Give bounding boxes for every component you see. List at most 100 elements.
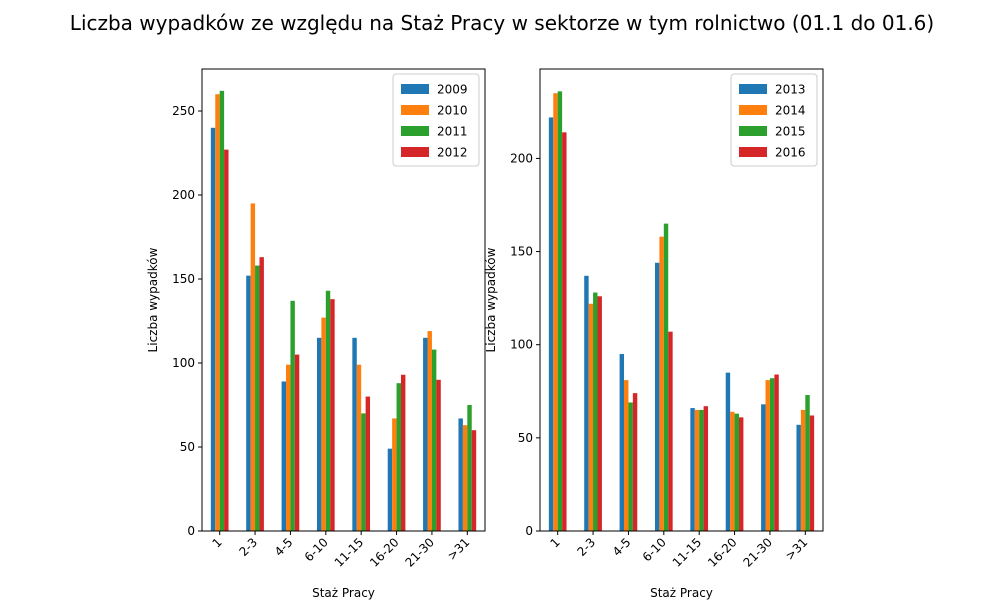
bar-2014-11-15 (694, 409, 700, 531)
bar-2014-16-20 (730, 411, 735, 531)
legend-swatch-2014 (739, 105, 767, 115)
legend-label-2014: 2014 (775, 104, 806, 118)
bar-2016-1 (562, 132, 567, 531)
x-tick-label: 1 (548, 535, 563, 550)
bar-2010-1 (215, 94, 220, 531)
legend-swatch-2015 (739, 126, 767, 136)
legend-label-2016: 2016 (775, 146, 806, 160)
bar-2012-21-30 (436, 379, 441, 531)
legend-swatch-2010 (401, 105, 429, 115)
x-tick-label: 4-5 (610, 535, 634, 559)
bar-2013-6-10 (654, 262, 660, 531)
bar-2012-16-20 (400, 374, 406, 531)
y-tick-label: 50 (518, 431, 533, 445)
bar-2012-4-5 (294, 354, 300, 531)
x-axis-label: Staż Pracy (650, 586, 713, 600)
x-tick-label: 2-3 (574, 535, 598, 559)
legend-label-2013: 2013 (775, 83, 806, 97)
bar-2011->31 (467, 405, 472, 531)
x-tick-label: 6-10 (640, 535, 669, 564)
bar-2015-4-5 (628, 402, 633, 531)
legend-label-2009: 2009 (437, 83, 468, 97)
figure-title: Liczba wypadków ze względu na Staż Pracy… (70, 11, 934, 35)
x-tick-label: 6-10 (302, 535, 331, 564)
bar-2009-2-3 (246, 275, 251, 531)
bar-2016-2-3 (597, 296, 602, 531)
x-tick-label: 21-30 (402, 535, 437, 570)
bar-2013-1 (548, 117, 554, 531)
y-tick-label: 100 (172, 356, 195, 370)
bar-2015-2-3 (593, 292, 598, 531)
legend-swatch-2013 (739, 84, 767, 94)
bar-2009-1 (210, 127, 216, 532)
y-tick-label: 150 (510, 245, 533, 259)
y-tick-label: 200 (510, 151, 533, 165)
legend-swatch-2009 (401, 84, 429, 94)
bar-2010-4-5 (286, 364, 291, 531)
y-tick-label: 150 (172, 272, 195, 286)
x-tick-label: 2-3 (236, 535, 260, 559)
bar-2015->31 (805, 395, 810, 531)
x-axis-label: Staż Pracy (312, 586, 375, 600)
bar-2009-21-30 (423, 337, 428, 531)
bar-2016-21-30 (774, 374, 779, 531)
x-tick-label: >31 (445, 535, 473, 563)
x-tick-label: 4-5 (272, 535, 296, 559)
bar-2016-4-5 (632, 393, 638, 531)
bar-2015-11-15 (699, 409, 704, 531)
bar-2012->31 (471, 430, 477, 531)
bar-2009-6-10 (316, 337, 322, 531)
x-tick-label: >31 (783, 535, 811, 563)
bar-2010-16-20 (392, 418, 397, 531)
bar-2011-1 (219, 90, 225, 531)
legend-label-2015: 2015 (775, 125, 806, 139)
bar-2015-16-20 (734, 413, 739, 531)
bar-2016-6-10 (668, 331, 673, 531)
legend-swatch-2011 (401, 126, 429, 136)
y-tick-label: 200 (172, 188, 195, 202)
bar-2011-16-20 (396, 383, 401, 531)
legend-swatch-2012 (401, 147, 429, 157)
bar-2014-1 (553, 93, 558, 531)
bar-2013-2-3 (584, 275, 589, 531)
legend-label-2010: 2010 (437, 104, 468, 118)
bar-2014-6-10 (659, 236, 664, 531)
bar-2012-6-10 (330, 299, 335, 531)
bar-2010-21-30 (427, 331, 432, 531)
legend-box (730, 73, 818, 167)
bar-2013-21-30 (761, 404, 766, 531)
x-tick-label: 1 (210, 535, 225, 550)
x-tick-label: 11-15 (670, 535, 705, 570)
y-axis-label: Liczba wypadków (484, 247, 498, 352)
y-tick-label: 0 (187, 524, 195, 538)
x-tick-label: 11-15 (332, 535, 367, 570)
bar-2011-2-3 (255, 265, 260, 531)
bar-2015-21-30 (769, 378, 775, 531)
bar-2009-16-20 (387, 448, 393, 531)
bar-2011-6-10 (325, 290, 331, 531)
y-tick-label: 50 (180, 440, 195, 454)
bar-2011-21-30 (431, 349, 437, 531)
bar-2013-11-15 (690, 408, 695, 531)
bar-2015-1 (557, 91, 563, 532)
bar-2010->31 (462, 425, 468, 531)
bar-2014-2-3 (588, 303, 594, 531)
legend-box (392, 73, 480, 167)
bar-2016-11-15 (703, 406, 709, 531)
x-tick-label: 21-30 (740, 535, 775, 570)
left-chart: 0 50 100 150 200 250 1 2-3 4-5 6-10 11-15 16-20 21-3… (146, 68, 486, 600)
y-axis-label: Liczba wypadków (146, 247, 160, 352)
bar-2015-6-10 (663, 223, 669, 531)
y-tick-label: 100 (510, 338, 533, 352)
bar-2009-4-5 (281, 381, 287, 531)
bar-2013-4-5 (619, 354, 625, 531)
bar-2009-11-15 (352, 337, 357, 531)
bar-2012-11-15 (365, 396, 371, 531)
bar-2016-16-20 (738, 417, 744, 531)
y-tick-label: 250 (172, 104, 195, 118)
legend-label-2011: 2011 (437, 125, 468, 139)
bar-2014-4-5 (624, 380, 629, 531)
bar-2012-1 (224, 149, 229, 531)
legend-label-2012: 2012 (437, 146, 468, 160)
